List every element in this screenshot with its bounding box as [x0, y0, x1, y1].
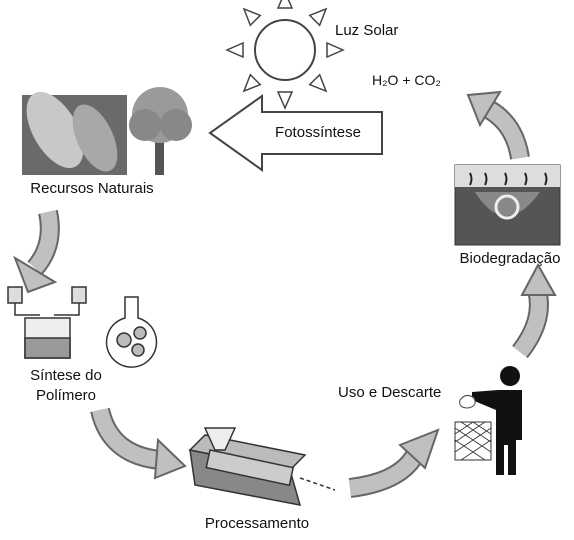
diagram: Luz Solar H₂O + CO₂ Fotossíntese Recurso… [0, 0, 574, 540]
sun-label: Luz Solar [335, 22, 398, 39]
products-label: H₂O + CO₂ [372, 72, 441, 88]
natural-resources-icon [15, 83, 192, 179]
synthesis-icon [8, 287, 157, 367]
synthesis-label: Síntese do Polímero [19, 366, 114, 406]
processing-label: Processamento [205, 515, 309, 532]
diagram-art [0, 0, 574, 540]
disposal-icon [455, 366, 522, 475]
biodegradation-icon [455, 165, 560, 245]
biodegradation-label: Biodegradação [460, 250, 561, 267]
sun-icon [227, 0, 343, 108]
use-label: Uso e Descarte [338, 384, 441, 401]
resources-label: Recursos Naturais [30, 180, 153, 197]
photosynthesis-label: Fotossíntese [275, 124, 361, 141]
extruder-icon [190, 428, 335, 505]
